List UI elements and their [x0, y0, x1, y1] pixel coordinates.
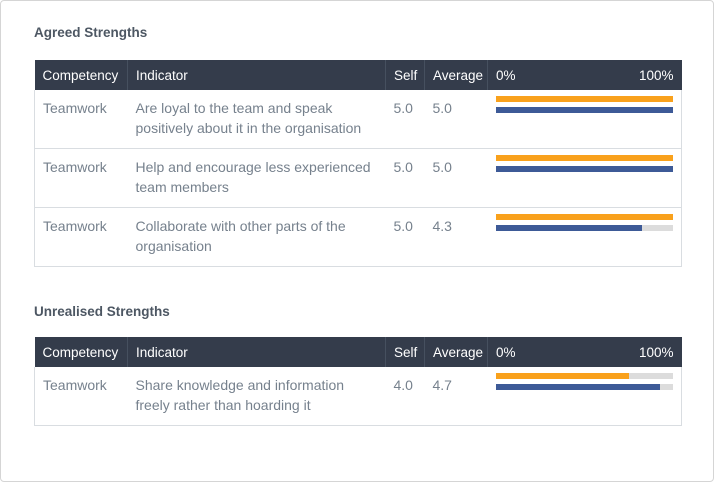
self-bar — [495, 155, 673, 161]
column-header-competency: Competency — [34, 337, 128, 367]
column-header-self: Self — [385, 337, 425, 367]
average-bar — [495, 225, 642, 231]
self-bar-track — [495, 96, 673, 102]
column-header-indicator: Indicator — [127, 60, 386, 90]
average-bar-track — [495, 107, 673, 113]
self-score-cell: 5.0 — [385, 148, 425, 208]
average-bar-track — [495, 166, 673, 172]
self-score-cell: 4.0 — [385, 367, 425, 426]
scale-max-label: 100% — [638, 67, 674, 83]
column-header-self: Self — [385, 60, 425, 90]
indicator-cell: Share knowledge and information freely r… — [127, 367, 386, 426]
column-header-competency: Competency — [34, 60, 128, 90]
self-bar-track — [495, 155, 673, 161]
average-bar-track — [495, 225, 673, 231]
score-bars-cell — [487, 367, 682, 426]
scale-min-label: 0% — [496, 67, 516, 83]
average-score-cell: 5.0 — [424, 90, 488, 149]
average-bar — [495, 166, 673, 172]
section-unrealised-strengths: Unrealised Strengths Competency Indicato… — [1, 304, 713, 426]
competency-cell: Teamwork — [34, 207, 128, 267]
score-bars-cell — [487, 90, 682, 149]
column-header-indicator: Indicator — [127, 337, 386, 367]
scale-max-label: 100% — [638, 344, 674, 360]
average-score-cell: 4.3 — [424, 207, 488, 267]
indicator-cell: Collaborate with other parts of the orga… — [127, 207, 386, 267]
competency-cell: Teamwork — [34, 90, 128, 149]
table-row: Teamwork Are loyal to the team and speak… — [34, 90, 682, 149]
self-bar — [495, 96, 673, 102]
indicator-cell: Help and encourage less experienced team… — [127, 148, 386, 208]
unrealised-strengths-table: Competency Indicator Self Average 0% 100… — [34, 337, 682, 426]
average-bar — [495, 107, 673, 113]
average-score-cell: 4.7 — [424, 367, 488, 426]
scale-min-label: 0% — [496, 344, 516, 360]
self-bar-track — [495, 373, 673, 379]
agreed-strengths-table: Competency Indicator Self Average 0% 100… — [34, 60, 682, 267]
table-row: Teamwork Help and encourage less experie… — [34, 148, 682, 208]
table-row: Teamwork Collaborate with other parts of… — [34, 207, 682, 267]
average-bar — [495, 384, 660, 390]
score-bars-cell — [487, 207, 682, 267]
column-header-scale: 0% 100% — [487, 337, 682, 367]
self-bar — [495, 373, 629, 379]
competency-cell: Teamwork — [34, 367, 128, 426]
column-header-average: Average — [424, 337, 488, 367]
self-bar-track — [495, 214, 673, 220]
table-header-row: Competency Indicator Self Average 0% 100… — [34, 337, 682, 367]
section-title-agreed-strengths: Agreed Strengths — [34, 25, 148, 40]
section-title-unrealised-strengths: Unrealised Strengths — [34, 304, 170, 319]
indicator-cell: Are loyal to the team and speak positive… — [127, 90, 386, 149]
table-header-row: Competency Indicator Self Average 0% 100… — [34, 60, 682, 90]
column-header-average: Average — [424, 60, 488, 90]
self-score-cell: 5.0 — [385, 207, 425, 267]
score-bars-cell — [487, 148, 682, 208]
average-score-cell: 5.0 — [424, 148, 488, 208]
self-score-cell: 5.0 — [385, 90, 425, 149]
table-row: Teamwork Share knowledge and information… — [34, 367, 682, 426]
section-agreed-strengths: Agreed Strengths Competency Indicator Se… — [1, 1, 713, 267]
column-header-scale: 0% 100% — [487, 60, 682, 90]
self-bar — [495, 214, 673, 220]
competency-cell: Teamwork — [34, 148, 128, 208]
average-bar-track — [495, 384, 673, 390]
